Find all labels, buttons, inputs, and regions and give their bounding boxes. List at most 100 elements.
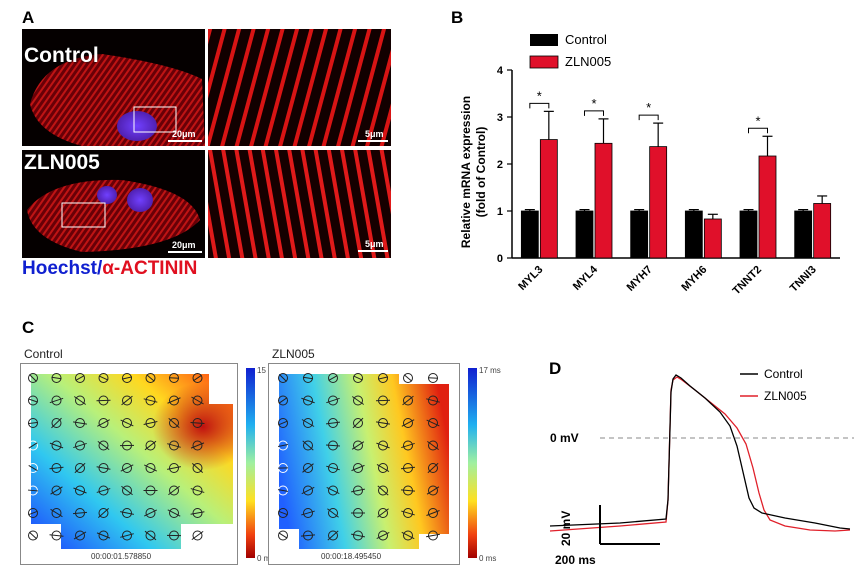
legend-label-zln005: ZLN005: [764, 389, 807, 403]
electrode-marker: [428, 418, 438, 428]
conduction-vector: [327, 508, 339, 518]
y-tick-label: 0: [497, 253, 503, 265]
conduction-vector: [167, 509, 181, 517]
electrode-marker: [192, 485, 203, 496]
electrode-marker: [378, 418, 388, 428]
conduction-vector: [50, 508, 63, 518]
electrode-marker: [28, 530, 38, 541]
conduction-vector: [96, 466, 111, 470]
electrode-marker: [378, 373, 388, 383]
electrode-marker: [75, 530, 85, 541]
x-tick-label: TNNI3: [788, 264, 819, 295]
electrode-marker: [51, 485, 62, 496]
electrode-marker: [192, 463, 203, 473]
conduction-vector: [122, 376, 132, 380]
conduction-vector: [301, 486, 315, 495]
electrode-marker: [28, 463, 38, 473]
conduction-vector: [190, 442, 205, 449]
electrode-marker: [145, 373, 156, 383]
conduction-vector: [146, 374, 155, 382]
electrode-marker: [28, 373, 38, 383]
conduction-vector: [327, 530, 339, 541]
colorbar-zln005-max: 17 ms: [479, 366, 501, 375]
electrode-marker: [328, 418, 338, 428]
micrograph-control-overview: Control 20μm: [22, 29, 205, 146]
colorbar-control-max: 15 ms: [257, 366, 279, 375]
electrode-marker: [428, 508, 438, 518]
conduction-vector: [376, 531, 390, 540]
conduction-vector: [143, 464, 158, 472]
conduction-vector: [278, 510, 288, 516]
electrode-marker: [98, 373, 109, 383]
conduction-vector: [325, 444, 341, 447]
conduction-vector: [168, 485, 180, 496]
conduction-vector: [28, 442, 38, 449]
micrograph-zln005-zoom: 5μm: [208, 150, 391, 258]
activation-map-control: 00:00:01.578850: [20, 363, 238, 565]
conduction-vector: [351, 488, 365, 493]
electrode-marker: [378, 485, 388, 496]
conduction-vector: [426, 533, 440, 538]
bar-zln005: [649, 146, 668, 259]
conduction-vector: [121, 485, 133, 496]
conduction-vector: [325, 421, 341, 425]
conduction-vector: [167, 466, 181, 470]
electrode-marker: [192, 508, 203, 518]
electrode-marker: [169, 395, 179, 406]
electrode-marker: [192, 440, 203, 451]
activation-map-control-image: [27, 373, 233, 549]
electrode-marker: [75, 485, 85, 496]
electrode-marker: [328, 530, 338, 541]
significance-star: *: [591, 96, 596, 111]
conduction-vector: [50, 486, 63, 495]
x-tick-label: MYL4: [571, 263, 601, 293]
electrode-marker: [51, 418, 62, 428]
scale-bar: [168, 140, 202, 142]
row-label-zln005: ZLN005: [24, 151, 100, 174]
electrode-marker: [353, 440, 363, 451]
bar-control: [794, 210, 813, 259]
electrode-marker: [303, 485, 313, 496]
conduction-vector: [98, 375, 109, 381]
conduction-vector: [143, 509, 158, 517]
electrode-marker: [169, 508, 179, 518]
panel-label-d: D: [549, 359, 562, 378]
conduction-vector: [120, 511, 134, 515]
electrode-marker: [98, 463, 109, 473]
legend: Control ZLN005: [740, 367, 807, 403]
conduction-vector: [51, 376, 62, 380]
significance-star: *: [537, 88, 542, 103]
colorbar-zln005-min: 0 ms: [479, 554, 497, 563]
electrode-marker: [169, 440, 179, 451]
conduction-vector: [73, 396, 87, 405]
legend-label-control: Control: [565, 32, 607, 47]
electrode-marker: [403, 395, 413, 406]
conduction-vector: [75, 375, 85, 381]
electrode-marker: [145, 508, 156, 518]
electrode-grid: [27, 373, 205, 541]
bar-control: [575, 210, 594, 259]
sarcomere-zln005-image: [208, 150, 391, 258]
micrograph-zln005-overview: ZLN005 20μm: [22, 150, 205, 258]
conduction-vector: [426, 398, 440, 403]
electrode-marker: [122, 530, 132, 541]
electrode-marker: [428, 395, 438, 406]
electrode-marker: [428, 485, 438, 496]
colorbar-zln005: [468, 368, 477, 558]
electrode-marker: [403, 440, 413, 451]
conduction-vector: [190, 511, 205, 515]
panel-label-a: A: [22, 8, 35, 27]
conduction-vector: [402, 395, 414, 406]
legend-label-control: Control: [764, 367, 803, 381]
significance-bracket: [748, 127, 768, 134]
conduction-vector: [73, 531, 87, 540]
conduction-vector: [426, 419, 440, 427]
conduction-vector: [97, 507, 110, 519]
electrode-marker: [122, 418, 132, 428]
timestamp-zln005: 00:00:18.495450: [321, 552, 382, 561]
conduction-vector: [376, 442, 390, 449]
conduction-vector: [400, 466, 416, 470]
electrode-marker: [51, 440, 62, 451]
conduction-vector: [301, 419, 315, 427]
electrode-marker: [28, 440, 38, 451]
